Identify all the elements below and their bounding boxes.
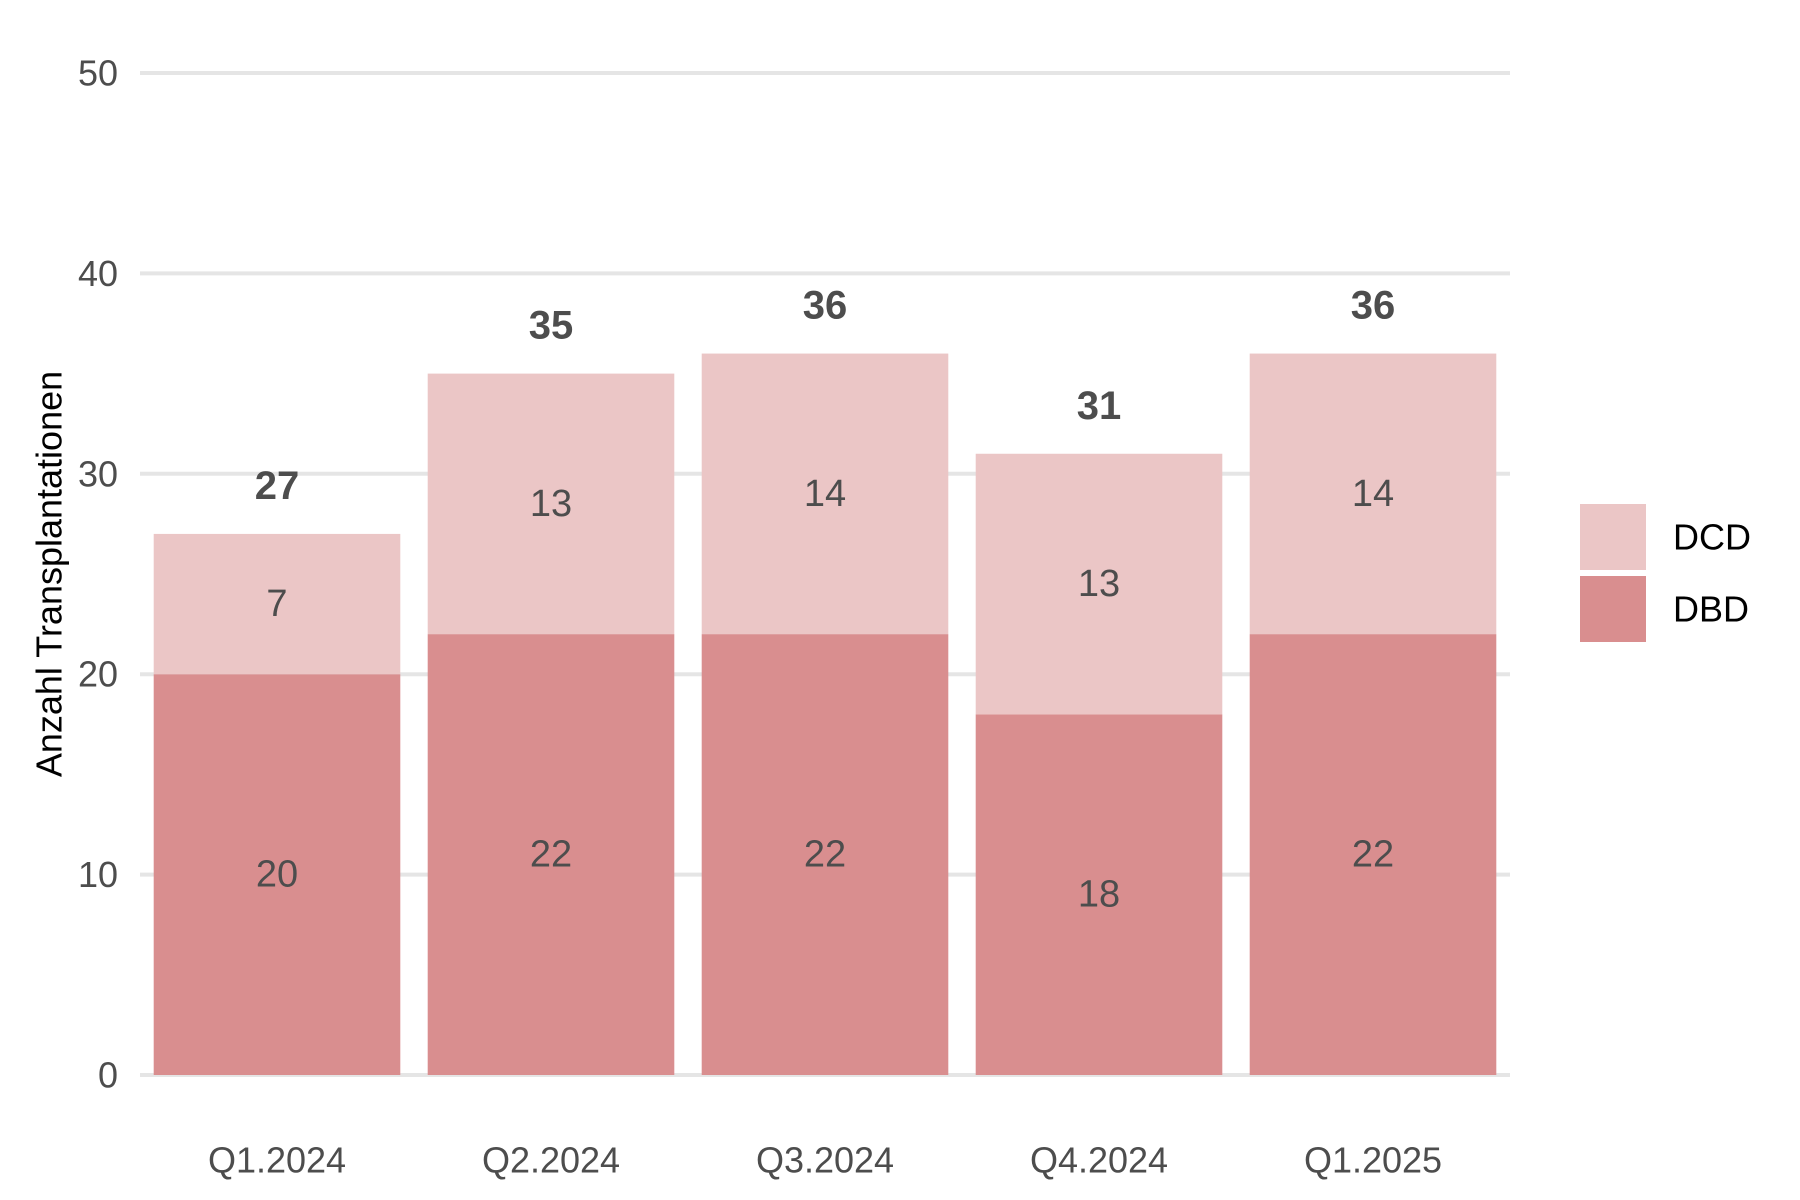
bar-dcd [153, 533, 401, 675]
y-tick-label: 20 [78, 654, 118, 695]
bar-value-label: 7 [266, 583, 287, 625]
legend-label-dbd: DBD [1673, 589, 1749, 630]
legend: DCD DBD [1580, 504, 1751, 642]
bar-value-label: 13 [530, 483, 572, 525]
x-tick-label: Q4.2024 [1030, 1140, 1168, 1181]
bar-total-label: 35 [529, 304, 574, 348]
bar-value-label: 14 [1352, 473, 1394, 515]
bar-total-label: 31 [1077, 384, 1122, 428]
bar-value-label: 18 [1078, 874, 1120, 916]
bar-dbd [701, 634, 949, 1075]
bar-value-label: 22 [530, 834, 572, 876]
bar-dbd [975, 714, 1223, 1075]
legend-key-dcd [1580, 504, 1646, 570]
x-tick-label: Q1.2025 [1304, 1140, 1442, 1181]
y-axis: 0 10 20 30 40 50 [78, 53, 118, 1096]
x-tick-label: Q2.2024 [482, 1140, 620, 1181]
bar-dcd [975, 453, 1223, 715]
bar-dbd [1249, 634, 1497, 1075]
y-axis-title: Anzahl Transplantationen [29, 371, 70, 777]
bar-total-label: 36 [1351, 284, 1396, 328]
bar-dbd [153, 674, 401, 1075]
bar-value-label: 22 [804, 834, 846, 876]
x-axis: Q1.2024 Q2.2024 Q3.2024 Q4.2024 Q1.2025 [208, 1140, 1442, 1181]
x-tick-label: Q3.2024 [756, 1140, 894, 1181]
bar-value-label: 22 [1352, 834, 1394, 876]
y-tick-label: 0 [98, 1055, 118, 1096]
y-tick-label: 50 [78, 53, 118, 94]
y-tick-label: 30 [78, 453, 118, 494]
bar-total-label: 27 [255, 464, 300, 508]
bars [153, 353, 1497, 1075]
y-tick-label: 10 [78, 854, 118, 895]
bar-value-label: 14 [804, 473, 846, 515]
x-tick-label: Q1.2024 [208, 1140, 346, 1181]
bar-value-label: 13 [1078, 563, 1120, 605]
bar-dbd [427, 634, 675, 1075]
data-labels: 20 7 27 22 13 35 22 14 36 18 13 31 22 14 36 [255, 284, 1396, 916]
y-tick-label: 40 [78, 253, 118, 294]
legend-label-dcd: DCD [1673, 517, 1751, 558]
bar-dcd [701, 353, 949, 635]
legend-key-dbd [1580, 576, 1646, 642]
bar-dcd [427, 373, 675, 635]
bar-dcd [1249, 353, 1497, 635]
bar-value-label: 20 [256, 854, 298, 896]
bar-total-label: 36 [803, 284, 848, 328]
